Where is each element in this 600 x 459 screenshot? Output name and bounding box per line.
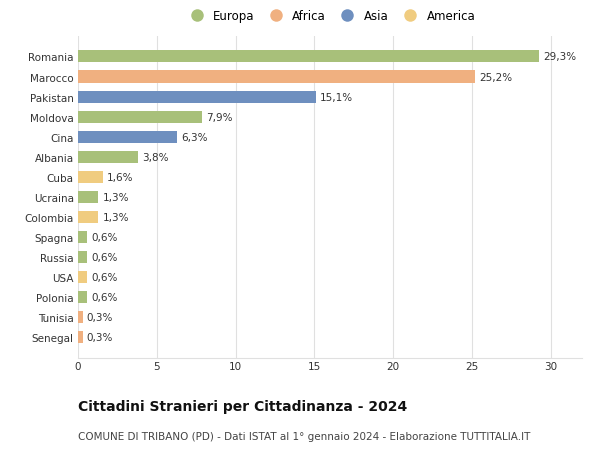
Bar: [78, 252, 88, 263]
Text: 0,6%: 0,6%: [91, 232, 118, 242]
Text: Cittadini Stranieri per Cittadinanza - 2024: Cittadini Stranieri per Cittadinanza - 2…: [78, 399, 407, 413]
Legend: Europa, Africa, Asia, America: Europa, Africa, Asia, America: [180, 6, 480, 28]
Bar: [78, 151, 138, 163]
Bar: [78, 291, 88, 303]
Text: 29,3%: 29,3%: [544, 52, 577, 62]
Bar: [78, 51, 539, 63]
Bar: [78, 71, 475, 84]
Text: 15,1%: 15,1%: [320, 92, 353, 102]
Text: 0,6%: 0,6%: [91, 272, 118, 282]
Bar: [78, 311, 83, 324]
Bar: [78, 331, 83, 343]
Text: 0,3%: 0,3%: [86, 313, 113, 322]
Bar: [78, 231, 88, 243]
Text: 1,3%: 1,3%: [103, 213, 129, 222]
Bar: [78, 112, 202, 123]
Bar: [78, 191, 98, 203]
Bar: [78, 91, 316, 103]
Bar: [78, 212, 98, 224]
Text: 6,3%: 6,3%: [181, 132, 208, 142]
Text: 0,6%: 0,6%: [91, 252, 118, 263]
Text: 25,2%: 25,2%: [479, 73, 512, 82]
Bar: [78, 171, 103, 183]
Text: 1,6%: 1,6%: [107, 173, 134, 182]
Text: 7,9%: 7,9%: [206, 112, 233, 123]
Text: 0,3%: 0,3%: [86, 332, 113, 342]
Bar: [78, 131, 177, 143]
Text: COMUNE DI TRIBANO (PD) - Dati ISTAT al 1° gennaio 2024 - Elaborazione TUTTITALIA: COMUNE DI TRIBANO (PD) - Dati ISTAT al 1…: [78, 431, 530, 442]
Text: 3,8%: 3,8%: [142, 152, 168, 162]
Bar: [78, 271, 88, 283]
Text: 1,3%: 1,3%: [103, 192, 129, 202]
Text: 0,6%: 0,6%: [91, 292, 118, 302]
